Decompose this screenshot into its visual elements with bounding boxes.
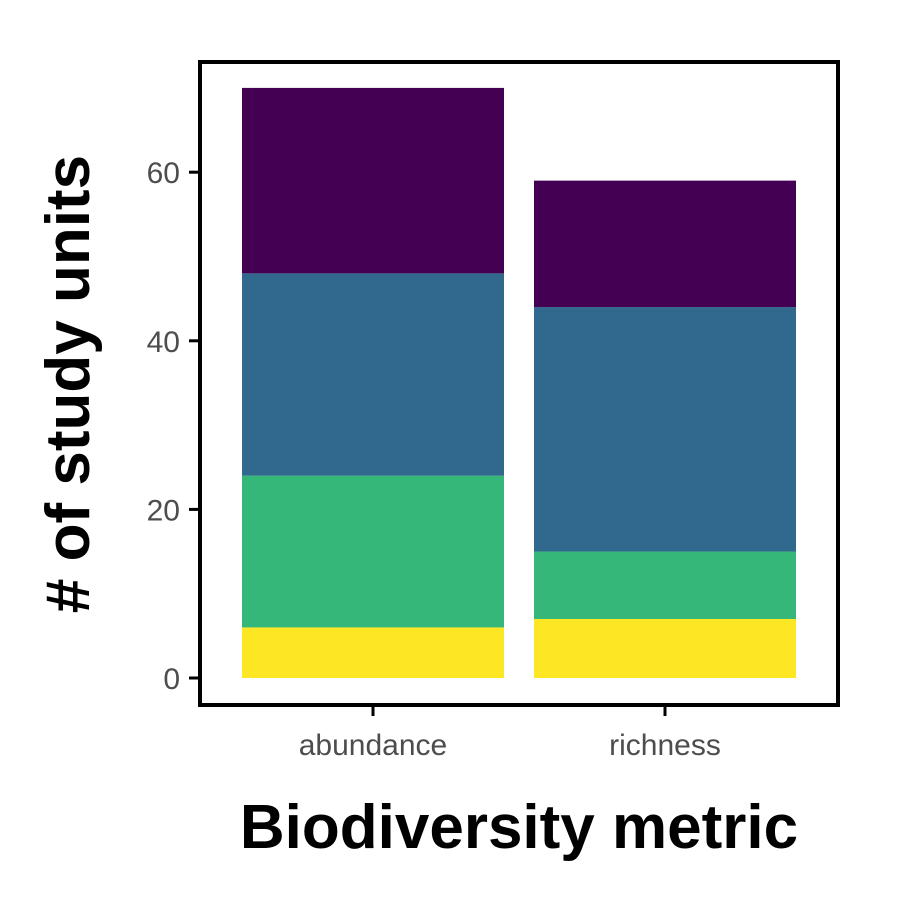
y-tick-label: 60 <box>147 157 180 190</box>
bar-segment-abundance-1 <box>242 475 504 628</box>
bars-layer <box>242 87 796 678</box>
y-tick-label: 40 <box>147 326 180 359</box>
bar-segment-richness-2 <box>534 307 796 552</box>
bar-segment-abundance-3 <box>242 87 504 274</box>
x-axis-title: Biodiversity metric <box>240 793 798 862</box>
plot-panel-border <box>198 60 840 707</box>
y-tick-label: 0 <box>163 663 180 696</box>
x-axis: abundance richness <box>299 705 721 762</box>
y-axis: 0 20 40 60 <box>147 157 200 696</box>
bar-segment-abundance-2 <box>242 273 504 476</box>
bar-segment-richness-1 <box>534 551 796 619</box>
y-tick-label: 20 <box>147 494 180 527</box>
x-tick-label-richness: richness <box>609 729 721 762</box>
bar-segment-abundance-0 <box>242 627 504 678</box>
y-axis-title: # of study units <box>34 155 103 613</box>
bar-segment-richness-3 <box>534 180 796 308</box>
bar-segment-richness-0 <box>534 618 796 678</box>
x-tick-label-abundance: abundance <box>299 729 447 762</box>
